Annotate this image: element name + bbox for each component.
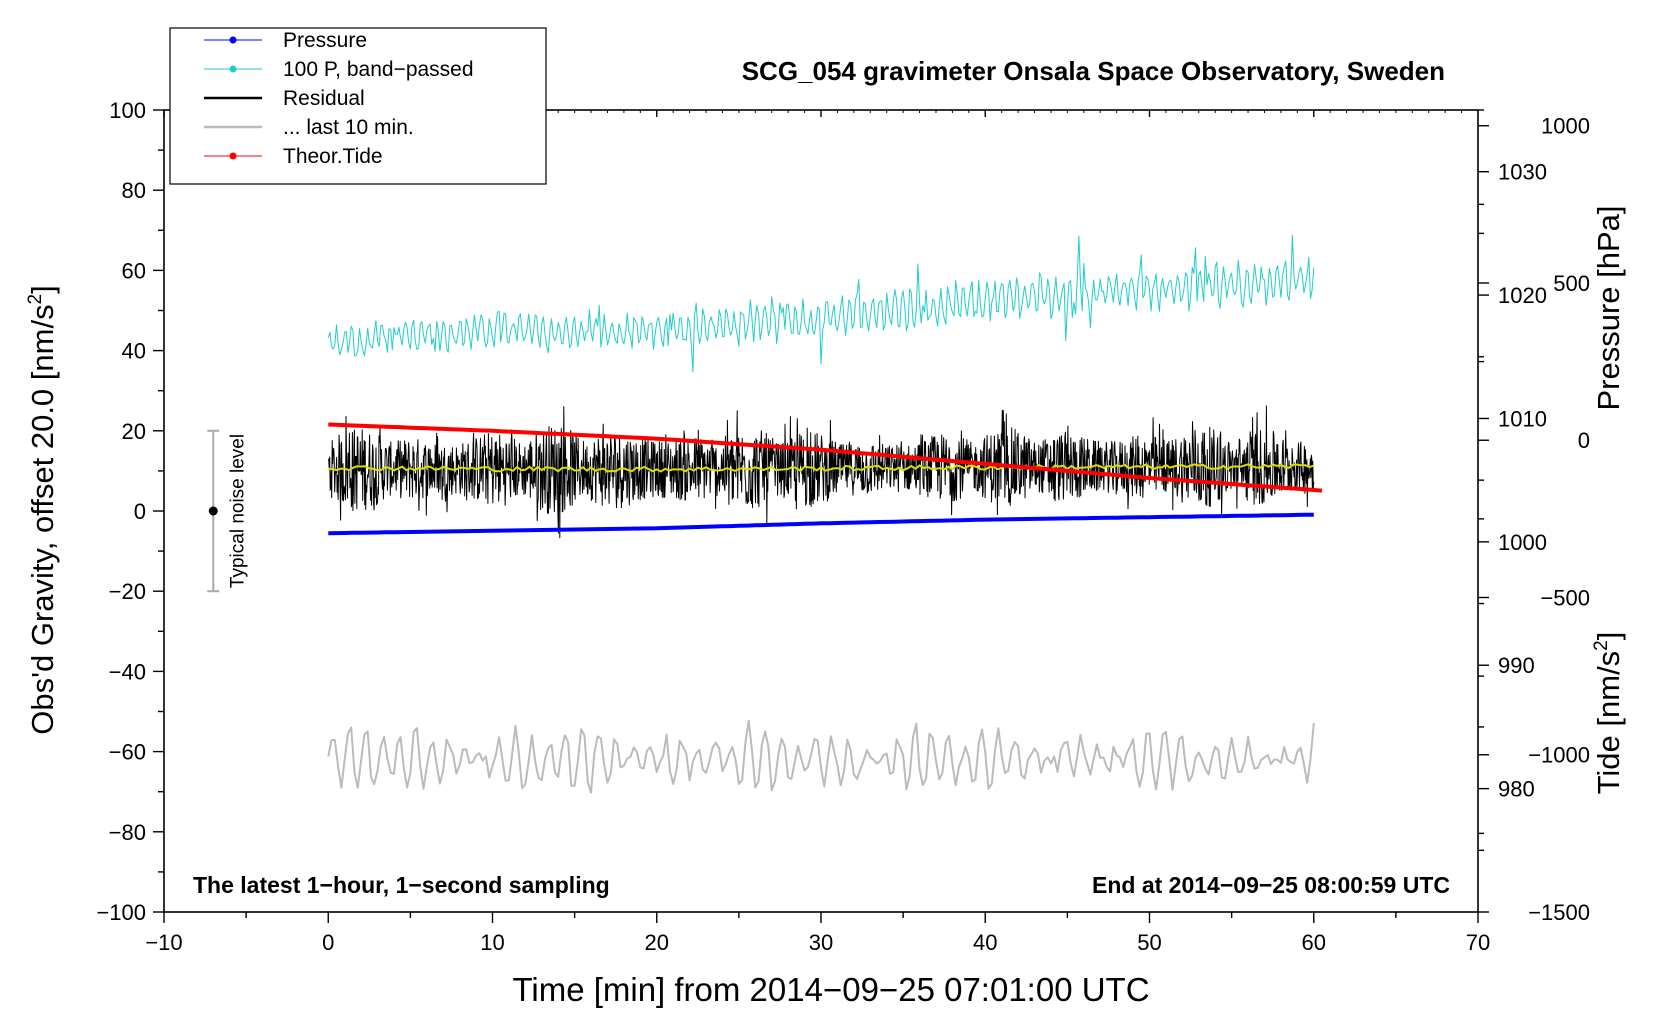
series-layer — [327, 234, 1323, 794]
y-tick-label: 60 — [122, 258, 146, 283]
legend-marker — [229, 36, 237, 44]
y-tick-label: 80 — [122, 178, 146, 203]
x-tick-label: −10 — [145, 930, 182, 955]
y-axis-label-left-end: ] — [25, 285, 60, 294]
y-axis-label-tide-end: ] — [1591, 632, 1626, 641]
tide-tick-label: −1500 — [1528, 900, 1590, 925]
x-tick-label: 60 — [1302, 930, 1326, 955]
pressure-tick-label: 990 — [1498, 653, 1535, 678]
axis-tick-labels: −10 0 10 20 30 40 50 60 70−100−80−60−40−20020406… — [96, 98, 1590, 955]
x-axis-label: Time [min] from 2014−09−25 07:01:00 UTC — [512, 971, 1149, 1008]
series-last-10-min — [327, 719, 1315, 794]
pressure-tick-label: 1030 — [1498, 160, 1547, 185]
series-residual — [327, 405, 1315, 539]
y-tick-label: 0 — [134, 499, 146, 524]
legend-marker — [229, 65, 237, 73]
y-tick-label: 20 — [122, 419, 146, 444]
pressure-tick-label: 980 — [1498, 777, 1535, 802]
y-tick-label: −40 — [109, 659, 146, 684]
legend-label: Theor.Tide — [283, 145, 383, 168]
y-axis-label-tide-sup: 2 — [1591, 640, 1612, 651]
y-axis-label-tide-main: Tide [nm/s — [1591, 651, 1626, 795]
tide-tick-label: 0 — [1578, 428, 1590, 453]
noise-center-dot — [208, 506, 218, 516]
legend: Pressure 100 P, band−passed Residual ... la… — [169, 27, 547, 185]
x-tick-label: 70 — [1466, 930, 1490, 955]
plot-frame — [163, 109, 1479, 913]
x-tick-label: 0 — [322, 930, 334, 955]
tide-tick-label: −1000 — [1528, 743, 1590, 768]
legend-label: Residual — [283, 87, 365, 110]
x-tick-label: 50 — [1137, 930, 1161, 955]
y-axis-label-tide: Tide [nm/s2] — [1591, 632, 1626, 795]
x-tick-label: 10 — [480, 930, 504, 955]
tide-tick-label: −500 — [1540, 585, 1590, 610]
legend-entries: Pressure 100 P, band−passed Residual ... la… — [204, 29, 474, 168]
y-axis-label-pressure: Pressure [hPa] — [1591, 205, 1626, 410]
series-pressure-bandpassed — [327, 234, 1315, 373]
noise-level-label: Typical noise level — [227, 434, 248, 588]
tide-tick-label: 500 — [1553, 271, 1590, 296]
y-axis-label-left: Obs'd Gravity, offset 20.0 [nm/s2] — [25, 285, 60, 735]
annotation-sampling: The latest 1−hour, 1−second sampling — [193, 872, 610, 898]
x-tick-label: 20 — [645, 930, 669, 955]
y-tick-label: 40 — [122, 339, 146, 364]
y-tick-label: −100 — [96, 900, 146, 925]
tide-tick-label: 1000 — [1541, 114, 1590, 139]
legend-label: 100 P, band−passed — [283, 58, 474, 81]
y-axis-label-left-main: Obs'd Gravity, offset 20.0 [nm/s — [25, 304, 60, 734]
series-theor-tide — [328, 422, 1323, 493]
legend-marker — [229, 152, 237, 160]
x-tick-label: 30 — [809, 930, 833, 955]
series-residual-smoothed — [328, 463, 1315, 473]
x-tick-label: 40 — [973, 930, 997, 955]
pressure-tick-label: 1010 — [1498, 406, 1547, 431]
y-tick-label: −60 — [109, 740, 146, 765]
chart-title: SCG_054 gravimeter Onsala Space Observat… — [742, 56, 1445, 86]
y-axis-label-left-sup: 2 — [25, 294, 46, 305]
y-tick-label: −80 — [109, 820, 146, 845]
noise-level-indicator — [207, 429, 220, 593]
annotation-end-time: End at 2014−09−25 08:00:59 UTC — [1092, 872, 1450, 898]
y-tick-label: 100 — [109, 98, 146, 123]
series-pressure — [328, 512, 1314, 536]
legend-label: ... last 10 min. — [283, 116, 414, 139]
pressure-tick-label: 1000 — [1498, 530, 1547, 555]
pressure-tick-label: 1020 — [1498, 283, 1547, 308]
legend-label: Pressure — [283, 29, 367, 52]
y-tick-label: −20 — [109, 579, 146, 604]
